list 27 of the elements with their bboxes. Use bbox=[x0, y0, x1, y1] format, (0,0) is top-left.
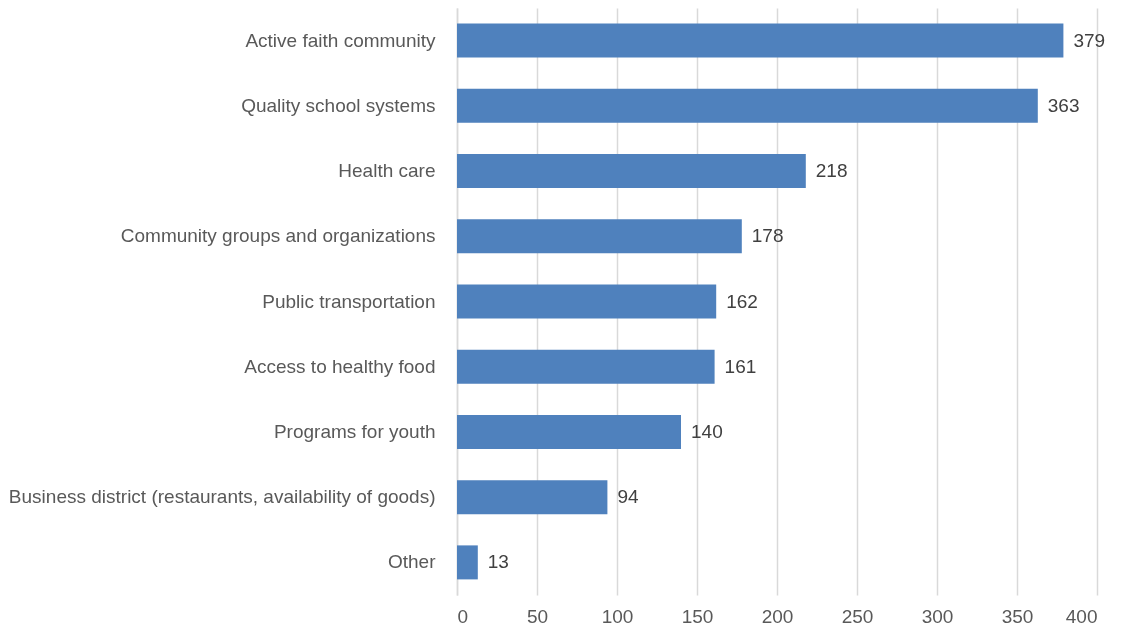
data-label: 218 bbox=[815, 160, 848, 182]
y-tick-label: Business district (restaurants, availability of goods) bbox=[8, 486, 436, 508]
x-tick-label: 300 bbox=[921, 605, 954, 627]
data-label: 379 bbox=[1073, 29, 1106, 51]
data-label: 363 bbox=[1047, 94, 1080, 116]
data-label: 178 bbox=[751, 225, 784, 247]
data-label: 161 bbox=[724, 355, 757, 377]
x-tick-label: 350 bbox=[1001, 605, 1034, 627]
y-tick-label: Programs for youth bbox=[273, 420, 436, 442]
data-label: 140 bbox=[691, 420, 723, 442]
x-tick-label: 50 bbox=[526, 605, 549, 627]
x-tick-label: 0 bbox=[457, 605, 469, 627]
y-tick-label: Community groups and organizations bbox=[120, 225, 436, 247]
x-tick-label: 400 bbox=[1065, 605, 1098, 627]
data-label: 13 bbox=[487, 551, 509, 573]
y-tick-label: Access to healthy food bbox=[244, 355, 436, 377]
data-label: 94 bbox=[617, 486, 639, 508]
x-tick-label: 250 bbox=[841, 605, 874, 627]
x-tick-label: 200 bbox=[761, 605, 794, 627]
y-tick-label: Health care bbox=[338, 160, 436, 182]
x-tick-label: 100 bbox=[601, 605, 634, 627]
data-label: 162 bbox=[726, 290, 758, 312]
y-tick-label: Active faith community bbox=[245, 29, 436, 51]
x-tick-label: 150 bbox=[681, 605, 714, 627]
y-tick-label: Public transportation bbox=[262, 290, 436, 312]
y-tick-label: Quality school systems bbox=[241, 94, 436, 116]
y-tick-label: Other bbox=[387, 551, 437, 573]
